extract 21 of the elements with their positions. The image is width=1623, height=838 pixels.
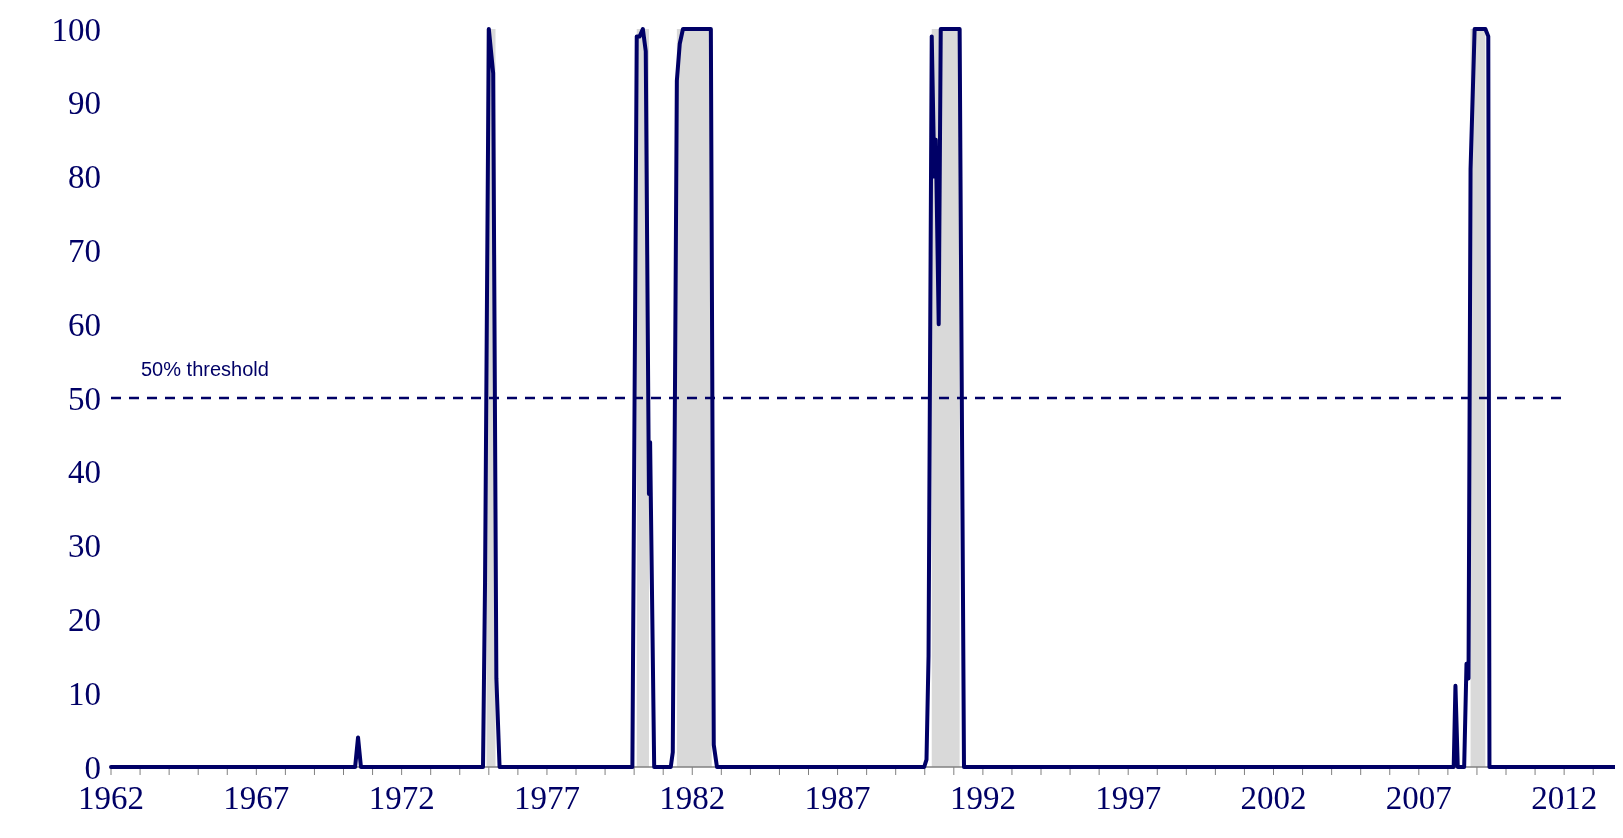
y-tick-label: 30 — [68, 528, 101, 565]
x-tick-label: 1982 — [659, 780, 726, 816]
x-tick-label: 2012 — [1531, 780, 1598, 816]
y-tick-label: 70 — [68, 232, 101, 269]
y-tick-label: 40 — [68, 454, 101, 491]
y-tick-label: 90 — [68, 85, 101, 122]
y-tick-label: 80 — [68, 159, 101, 196]
x-tick-label: 1992 — [949, 780, 1016, 816]
x-tick-label: 1977 — [513, 780, 580, 816]
x-tick-label: 1997 — [1095, 780, 1162, 816]
x-tick-label: 2007 — [1385, 780, 1452, 816]
x-tick-label: 2002 — [1240, 780, 1307, 816]
y-tick-label: 10 — [68, 675, 101, 712]
y-tick-label: 60 — [68, 306, 101, 343]
x-tick-label: 1967 — [223, 780, 290, 816]
ref-line-label: 50% threshold — [141, 358, 269, 380]
x-tick-label: 1987 — [804, 780, 871, 816]
x-tick-label: 1972 — [368, 780, 435, 816]
y-tick-label: 20 — [68, 601, 101, 638]
y-tick-label: 100 — [51, 11, 101, 48]
y-tick-label: 50 — [68, 380, 101, 417]
